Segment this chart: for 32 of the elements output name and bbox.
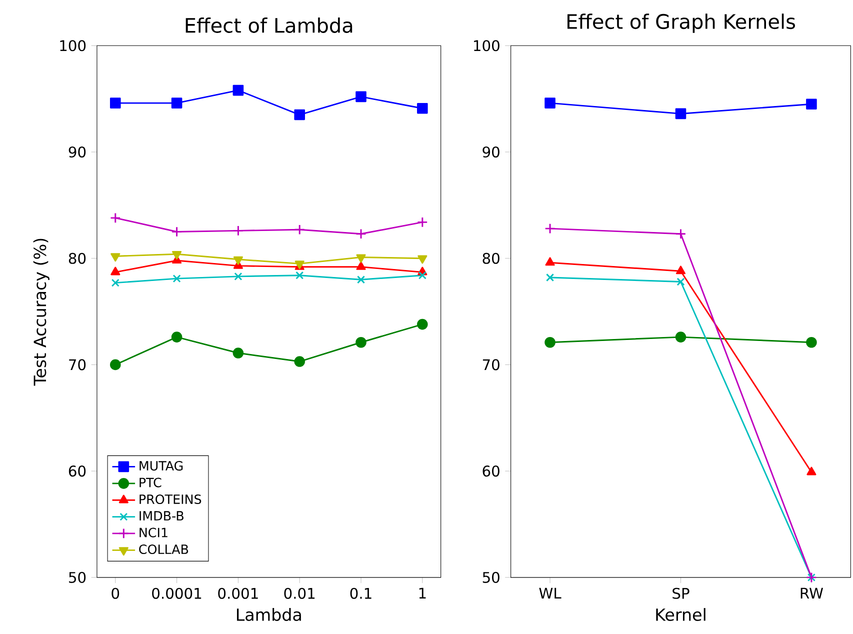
legend-label: IMDB-B xyxy=(140,510,184,520)
x-axis-title: Lambda xyxy=(236,608,301,621)
y-tick-label: 60 xyxy=(68,465,86,476)
y-tick-label: 80 xyxy=(68,252,86,264)
y-tick-label: 90 xyxy=(482,146,500,158)
y-tick-label: 70 xyxy=(69,358,86,370)
legend-label: MUTAG xyxy=(140,460,183,470)
chart-title: Effect of Graph Kernels xyxy=(567,13,795,33)
y-axis-title: Test Accuracy (%) xyxy=(33,238,50,386)
x-tick-label: RW xyxy=(800,588,824,598)
y-tick-label: 50 xyxy=(69,572,86,583)
y-tick-label: 100 xyxy=(474,40,500,51)
x-tick-label: WL xyxy=(539,588,562,598)
legend-label: NCI1 xyxy=(140,528,168,538)
x-axis-title: Kernel xyxy=(656,608,706,621)
y-tick-label: 80 xyxy=(482,252,500,264)
legend-label: PROTEINS xyxy=(140,494,202,504)
x-tick-label: SP xyxy=(672,588,690,599)
y-tick-label: 100 xyxy=(60,40,86,51)
x-tick-label: 1 xyxy=(419,588,426,598)
y-tick-label: 50 xyxy=(482,572,500,583)
chart-title: Effect of Lambda xyxy=(186,17,352,33)
y-tick-label: 90 xyxy=(68,146,86,158)
x-tick-label: 0.1 xyxy=(350,588,372,599)
legend-label: PTC xyxy=(140,478,162,488)
y-tick-label: 60 xyxy=(482,465,500,476)
x-tick-label: 0.01 xyxy=(284,588,315,599)
x-tick-label: 0.001 xyxy=(218,588,258,599)
x-tick-label: 0.0001 xyxy=(152,588,202,599)
x-tick-label: 0 xyxy=(112,588,120,599)
legend-label: COLLAB xyxy=(139,544,188,554)
y-tick-label: 70 xyxy=(482,358,500,370)
